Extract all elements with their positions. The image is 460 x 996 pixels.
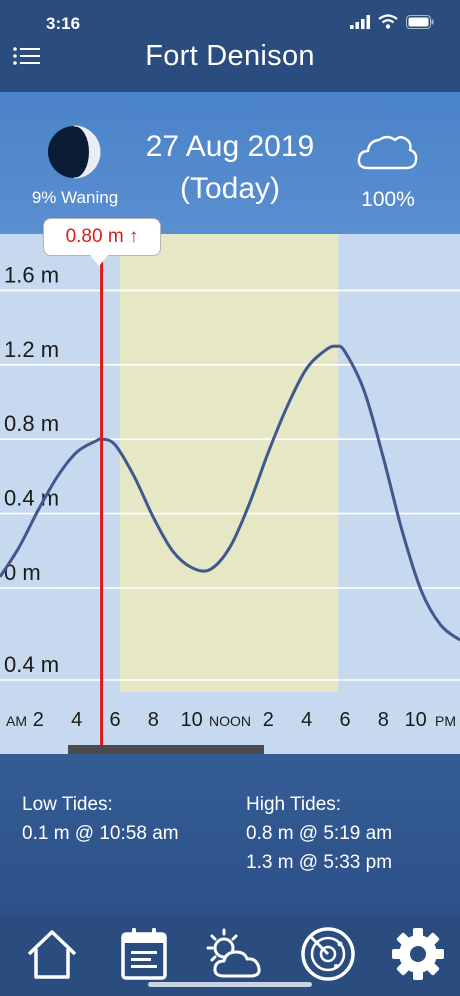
y-tick-label: 0.4 m bbox=[4, 652, 59, 677]
page-title: Fort Denison bbox=[145, 40, 315, 72]
weather-icon[interactable] bbox=[202, 922, 266, 986]
daylight-band bbox=[119, 234, 339, 692]
low-tides-column: Low Tides: 0.1 m @ 10:58 am bbox=[22, 790, 179, 848]
x-tick-label: 10 bbox=[181, 709, 203, 731]
radar-icon[interactable] bbox=[296, 922, 360, 986]
x-tick-label: 8 bbox=[378, 709, 389, 731]
low-tide-entry: 0.1 m @ 10:58 am bbox=[22, 823, 179, 844]
tooltip-tail bbox=[89, 254, 109, 266]
menu-icon[interactable] bbox=[12, 46, 44, 70]
today-label: (Today) bbox=[179, 172, 281, 205]
rising-arrow-icon: ↑ bbox=[128, 226, 139, 247]
settings-icon[interactable] bbox=[386, 922, 450, 986]
home-icon[interactable] bbox=[20, 922, 84, 986]
x-tick-label: 6 bbox=[109, 709, 120, 731]
tide-value-tooltip: 0.80 m ↑ bbox=[43, 218, 161, 256]
tides-panel: Low Tides: 0.1 m @ 10:58 am High Tides: … bbox=[0, 754, 460, 914]
x-tick-label: 6 bbox=[339, 709, 350, 731]
moon-phase-icon bbox=[48, 125, 101, 179]
nav-bar: Fort Denison bbox=[0, 40, 460, 92]
x-tick-label: NOON bbox=[209, 713, 251, 729]
home-indicator bbox=[148, 982, 312, 987]
tab-bar bbox=[0, 914, 460, 996]
battery-icon bbox=[406, 14, 434, 29]
day-header[interactable]: 9% Waning 27 Aug 2019 (Today) 100% bbox=[0, 92, 460, 234]
x-tick-label: 4 bbox=[71, 709, 82, 731]
x-tick-label: 8 bbox=[148, 709, 159, 731]
status-icons bbox=[350, 14, 434, 29]
y-tick-label: 1.2 m bbox=[4, 337, 59, 362]
moon-phase-label: 9% Waning bbox=[31, 188, 119, 207]
low-tides-title: Low Tides: bbox=[22, 794, 113, 815]
status-time: 3:16 bbox=[46, 14, 81, 33]
tide-curve bbox=[0, 344, 460, 642]
tide-chart-svg: 1.6 m1.2 m0.8 m0.4 m0 m0.4 mAM 2 4 6 8 10 NOON… bbox=[0, 234, 460, 754]
x-tick-label: PM bbox=[435, 713, 456, 729]
status-bar: 3:16 bbox=[0, 0, 460, 44]
date-label: 27 Aug 2019 bbox=[145, 130, 315, 163]
high-tide-entry: 0.8 m @ 5:19 am bbox=[246, 823, 393, 844]
x-tick-label: 2 bbox=[263, 709, 274, 731]
high-tides-title: High Tides: bbox=[246, 794, 342, 815]
chart-scroll-handle[interactable] bbox=[68, 745, 264, 754]
x-tick-label: 10 bbox=[405, 709, 427, 731]
high-tide-entry: 1.3 m @ 5:33 pm bbox=[246, 852, 393, 873]
x-tick-label: 4 bbox=[301, 709, 312, 731]
cloud-cover-label: 100% bbox=[361, 188, 415, 211]
high-tides-column: High Tides: 0.8 m @ 5:19 am 1.3 m @ 5:33… bbox=[246, 790, 392, 877]
y-tick-label: 1.6 m bbox=[4, 262, 59, 287]
y-tick-label: 0.8 m bbox=[4, 411, 59, 436]
wifi-icon bbox=[378, 14, 398, 29]
signal-icon bbox=[350, 14, 370, 29]
cloud-icon bbox=[357, 135, 418, 170]
calendar-icon[interactable] bbox=[112, 922, 176, 986]
x-tick-label: 2 bbox=[33, 709, 44, 731]
x-tick-label: AM bbox=[6, 713, 27, 729]
tooltip-value: 0.80 m bbox=[65, 226, 124, 247]
